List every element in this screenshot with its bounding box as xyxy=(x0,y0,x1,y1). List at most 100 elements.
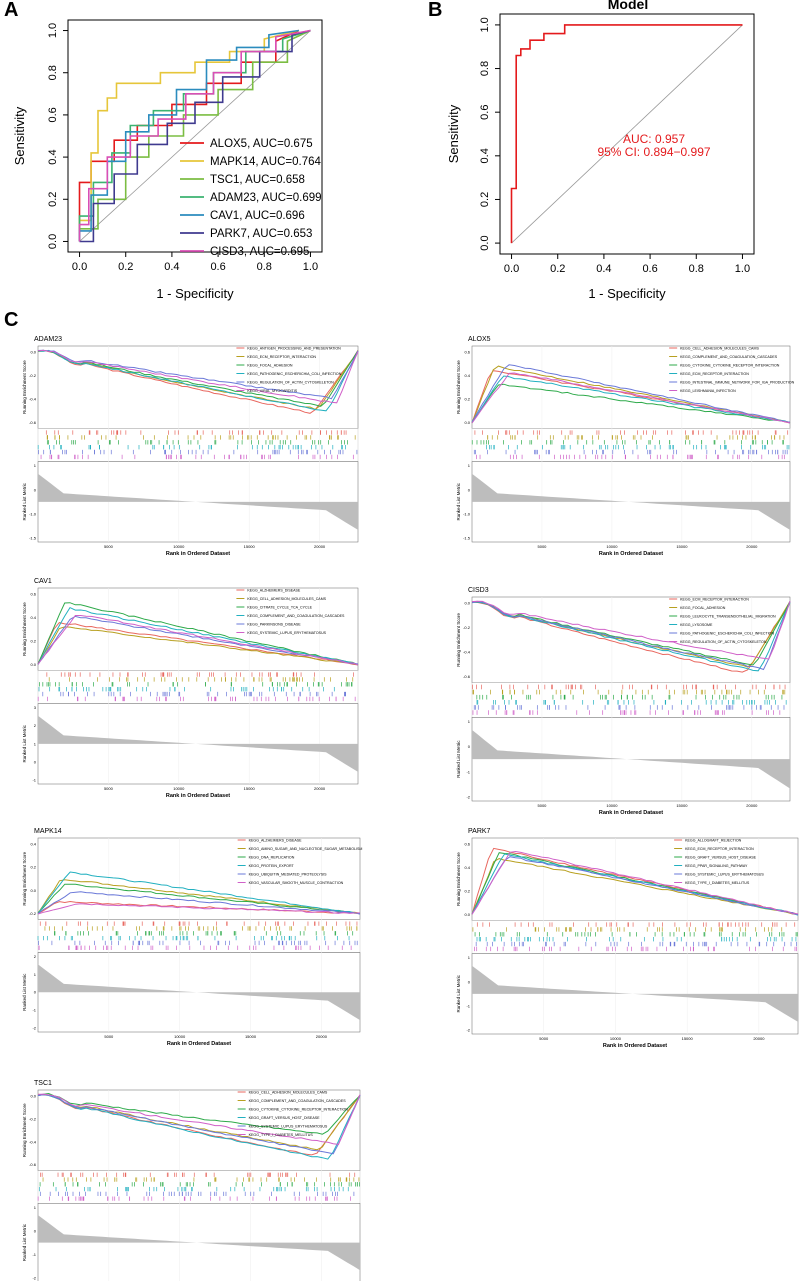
es-tick-label: 0.6 xyxy=(30,592,36,597)
es-tick-label: -0.6 xyxy=(29,1162,37,1167)
y-tick-label: 0.4 xyxy=(47,149,59,164)
x-tick-label: 20000 xyxy=(746,803,758,808)
x-tick-label: 10000 xyxy=(173,786,185,791)
gsea-term-legend: KEGG_GRAFT_VERSUS_HOST_DISEASE xyxy=(249,1116,321,1120)
es-tick-label: 0.4 xyxy=(30,842,36,847)
gsea-panel-adam23: ADAM23 Running Enrichment Score Ranked Lis… xyxy=(22,336,359,557)
metric-axis-label: Ranked List Metric xyxy=(456,740,461,778)
x-axis-label: 1 - Specificity xyxy=(156,286,234,301)
metric-tick-label: -1 xyxy=(32,778,36,783)
gsea-term-legend: KEGG_CYTOKINE_CYTOKINE_RECEPTOR_INTERACT… xyxy=(680,364,780,368)
roc-curve-model xyxy=(510,24,743,244)
ranked-metric-area xyxy=(38,1215,360,1271)
metric-tick-label: 1 xyxy=(468,719,471,724)
plot-frame xyxy=(499,13,755,255)
gsea-term-legend: KEGG_INTESTINAL_IMMUNE_NETWORK_FOR_IGA_P… xyxy=(680,381,794,385)
roc-curve-tsc1 xyxy=(78,29,311,242)
es-curve xyxy=(37,871,361,915)
es-tick-label: -0.2 xyxy=(29,911,37,916)
metric-tick-label: -1 xyxy=(32,1008,36,1013)
gsea-term-legend: KEGG_ALZHEIMERS_DISEASE xyxy=(249,839,303,843)
reference-diagonal xyxy=(79,30,311,242)
metric-axis-label: Ranked List Metric xyxy=(22,1223,27,1261)
x-tick-label: 0.8 xyxy=(257,261,272,273)
x-tick-label: 0.4 xyxy=(164,261,179,273)
gsea-term-legend: KEGG_PPAR_SIGNALING_PATHWAY xyxy=(685,864,748,868)
x-axis-label: Rank in Ordered Dataset xyxy=(603,1043,667,1049)
y-tick-label: 0.0 xyxy=(479,235,491,250)
es-axis-label: Running Enrichment Score xyxy=(22,360,27,414)
y-axis-label: Sensitivity xyxy=(446,104,461,163)
gsea-term-legend: KEGG_FOCAL_ADHESION xyxy=(680,606,726,610)
x-tick-label: 5000 xyxy=(538,803,548,808)
y-tick-label: 1.0 xyxy=(479,17,491,32)
metric-tick-label: -2 xyxy=(32,1026,36,1031)
ci-annotation: 95% CI: 0.894−0.997 xyxy=(597,145,710,159)
es-tick-label: 0.2 xyxy=(30,638,36,643)
gsea-term-legend: KEGG_PARKINSONS_DISEASE xyxy=(247,623,301,627)
gsea-term-legend: KEGG_PATHOGENIC_ESCHERICHIA_COLI_INFECTI… xyxy=(680,632,774,636)
panel-label-a: A xyxy=(4,0,18,21)
y-tick-label: 0.0 xyxy=(47,234,59,249)
x-axis-label: Rank in Ordered Dataset xyxy=(599,810,663,816)
gsea-gene-title: PARK7 xyxy=(468,828,491,835)
es-axis-label: Running Enrichment Score xyxy=(456,852,461,906)
x-tick-label: 20000 xyxy=(316,1034,328,1039)
metric-tick-label: 0 xyxy=(468,979,471,984)
es-curve xyxy=(37,622,359,666)
x-tick-label: 0.2 xyxy=(550,263,565,275)
gsea-term-legend: KEGG_DNA_REPLICATION xyxy=(249,856,295,860)
es-curve xyxy=(37,606,359,665)
gsea-term-legend: KEGG_ECM_RECEPTOR_INTERACTION xyxy=(680,372,749,376)
gsea-term-legend: KEGG_SYSTEMIC_LUPUS_ERYTHEMATOSUS xyxy=(249,1125,328,1129)
es-tick-label: -0.2 xyxy=(29,1116,37,1121)
x-tick-label: 10000 xyxy=(606,544,618,549)
gsea-term-legend: KEGG_ECM_RECEPTOR_INTERACTION xyxy=(680,598,749,602)
y-tick-label: 0.8 xyxy=(479,61,491,76)
gsea-term-legend: KEGG_CYTOKINE_CYTOKINE_RECEPTOR_INTERACT… xyxy=(249,1108,349,1112)
gsea-term-legend: KEGG_ECM_RECEPTOR_INTERACTION xyxy=(247,355,316,359)
y-tick-label: 0.6 xyxy=(479,105,491,120)
ranked-metric-area xyxy=(38,715,358,772)
metric-tick-label: 3 xyxy=(34,705,37,710)
es-curve xyxy=(471,600,791,660)
es-curve xyxy=(37,602,359,666)
y-tick-label: 0.6 xyxy=(47,107,59,122)
roc-chart-a: 0.0 0.2 0.4 0.6 0.8 1.0 0.0 0.2 0.4 0.6 0.8 1.0 ALO… xyxy=(12,19,323,301)
metric-tick-label: 0 xyxy=(34,1228,37,1233)
es-tick-label: -0.2 xyxy=(463,625,471,630)
gsea-term-legend: KEGG_ALZHEIMERS_DISEASE xyxy=(247,589,301,593)
hit-strip-frame xyxy=(37,1170,361,1204)
gsea-term-legend: KEGG_ALLOGRAFT_REJECTION xyxy=(685,839,742,843)
es-curve xyxy=(471,850,799,915)
metric-axis-label: Ranked List Metric xyxy=(22,482,27,520)
es-tick-label: -0.4 xyxy=(29,396,37,401)
hit-strip-frame xyxy=(37,919,361,953)
metric-tick-label: -1 xyxy=(32,1252,36,1257)
x-tick-label: 15000 xyxy=(244,786,256,791)
es-tick-label: 0.0 xyxy=(30,350,36,355)
es-tick-label: 0.4 xyxy=(464,373,470,378)
x-tick-label: 15000 xyxy=(676,544,688,549)
metric-tick-label: 0 xyxy=(468,487,471,492)
metric-tick-label: -2 xyxy=(466,795,470,800)
hit-strip-frame xyxy=(471,428,791,462)
metric-tick-label: 2 xyxy=(34,723,37,728)
x-axis-label: 1 - Specificity xyxy=(588,286,666,301)
metric-axis-label: Ranked List Metric xyxy=(22,973,27,1011)
es-axis-label: Running Enrichment Score xyxy=(22,602,27,656)
gsea-gene-title: CISD3 xyxy=(468,587,489,594)
x-tick-label: 10000 xyxy=(173,544,185,549)
gsea-term-legend: KEGG_COMPLEMENT_AND_COAGULATION_CASCADES xyxy=(249,1099,347,1103)
x-tick-label: 1.0 xyxy=(735,263,750,275)
es-tick-label: 0.0 xyxy=(464,420,470,425)
metric-tick-label: -1 xyxy=(466,1003,470,1008)
gsea-gene-title: MAPK14 xyxy=(34,828,62,835)
es-curve xyxy=(471,856,799,916)
gsea-term-legend: KEGG_VIRAL_MYOCARDITIS xyxy=(247,389,297,393)
gsea-gene-title: CAV1 xyxy=(34,578,52,585)
legend-entry: PARK7, AUC=0.653 xyxy=(210,228,312,240)
es-tick-label: -0.2 xyxy=(29,373,37,378)
x-tick-label: 15000 xyxy=(245,1034,257,1039)
roc-curve-mapk14 xyxy=(78,29,300,242)
